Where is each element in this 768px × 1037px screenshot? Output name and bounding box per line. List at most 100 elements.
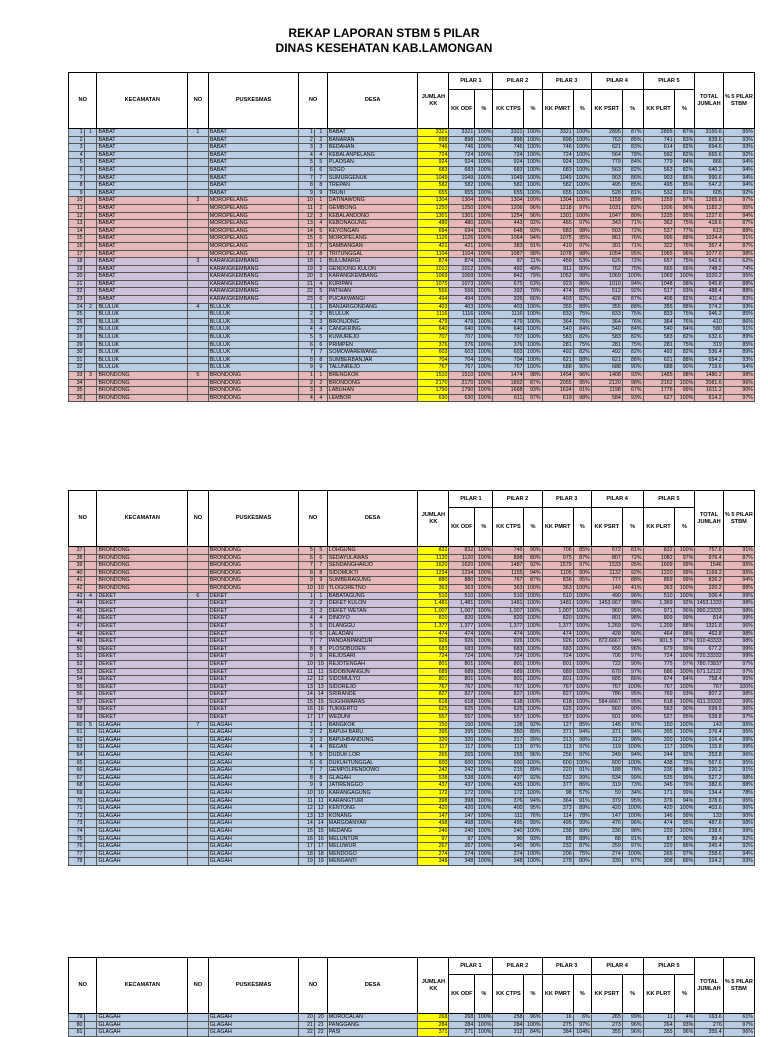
desa-number: 12 [298,211,315,221]
pilar5-pct-cell: 75% [673,310,696,319]
puskesmas-cell: DEKET [207,629,300,639]
row-number: 73 [68,819,85,828]
desa-number: 9 [298,363,315,372]
kk-odf-cell: 1304 [448,196,476,205]
kk-pmrt-cell: 724 [541,652,574,661]
header-puskesmas: PUSKESMAS [207,957,300,1014]
desa-sub-number: 3 [313,317,328,327]
jumlah-kk-cell: 1304 [417,196,450,205]
desa-cell: KONANG [326,811,419,821]
header-pct: % [621,507,644,547]
pilar5-pct-cell: 99% [673,614,696,623]
kk-psrt-cell: 688 [590,363,623,372]
kecamatan-cell: GLAGAH [96,819,189,828]
total-jumlah-cell: 1227.6 [694,211,724,221]
table-row: 28 BLULUK BLULUK 5 5 KUWUREJO 707 707 100% 707 100… [68,333,756,342]
kk-ctps-cell: 392 [492,287,525,297]
header-no: NO [67,957,98,1014]
pilar2-pct-cell: 93% [523,834,543,844]
desa-sub-number: 9 [313,652,328,661]
puskesmas-cell: MOROPELANG [207,234,300,243]
desa-number: 15 [298,234,315,243]
kk-ctps-cell: 497 [492,773,525,783]
puskesmas-number [187,355,209,365]
table-row: 81 GLAGAH GLAGAH 22 22 PASI 371 371 100% 312 84% 38… [68,1028,756,1037]
kk-ctps-cell: 1116 [492,310,525,319]
pilar2-pct-cell: 11% [523,257,543,266]
kk-ctps-cell: 383 [492,241,525,251]
desa-cell: LABUHAN [326,386,419,395]
kecamatan-number [83,713,98,722]
row-number: 51 [68,652,85,661]
pilar1-pct-cell: 100% [474,241,494,251]
pilar4-pct-cell: 86% [621,675,644,684]
desa-number: 22 [298,287,315,297]
pilar5-pct-cell: 98% [673,766,696,775]
pilar2-pct-cell: 91% [523,241,543,251]
kk-ctps-cell: 746 [492,546,525,555]
kecamatan-cell: DEKET [96,621,189,631]
kecamatan-number [83,583,98,593]
kk-odf-cell: 1250 [448,203,476,213]
pilar4-pct-cell: 76% [621,234,644,243]
table-row: 43 4 DEKET 6 DEKET 1 1 BABATAGUNG 510 510 100% 510 1… [68,591,756,601]
total-jumlah-cell: 487.6 [694,819,724,828]
puskesmas-cell: GLAGAH [207,758,300,768]
kk-odf-cell: 421 [448,241,476,251]
pilar4-pct-cell: 88% [621,302,644,312]
total-jumlah-cell: 990.23333 [694,606,724,616]
pilar5-pct-cell: 100% [673,667,696,677]
pilar4-pct-cell: 72% [621,257,644,266]
jumlah-kk-cell: 556 [417,287,450,297]
pilar3-pct-cell: 100% [572,637,592,646]
header-no: NO [67,490,98,547]
pct-5pilar-cell: 96% [722,621,756,631]
kk-pmrt-cell: 557 [541,713,574,722]
kk-ctps-cell: 675 [492,279,525,289]
kk-ctps-cell: 348 [492,857,525,866]
kk-ctps-cell: 510 [492,591,525,601]
jumlah-kk-cell: 117 [417,743,450,753]
kk-pmrt-cell: 801 [541,659,574,669]
pilar3-pct-cell: 96% [572,371,592,380]
pilar2-pct-cell: 100% [523,333,543,342]
kk-psrt-cell: 88 [590,834,623,844]
puskesmas-cell: GLAGAH [207,857,300,866]
row-number: 67 [68,773,85,783]
pilar3-pct-cell: 75% [572,310,592,319]
pct-5pilar-cell: 93% [722,857,756,866]
desa-cell: BLULUK [326,310,419,319]
desa-sub-number: 8 [313,355,328,365]
table-row: 39 BRONDONG BRONDONG 7 7 SENDANGHARJO 1620 1620… [68,561,756,570]
table-row: 59 DEKET DEKET 17 17 WEDUNI 557 557 100% 557 100% 5… [68,713,756,722]
desa-number: 4 [298,614,315,623]
kk-plrt-cell: 621 [642,355,675,365]
pct-5pilar-cell: 93% [722,143,756,152]
kk-plrt-cell: 901.5 [642,637,675,646]
kecamatan-cell: DEKET [96,591,189,601]
puskesmas-number [187,826,209,836]
pilar4-pct-cell: 90% [621,705,644,715]
pilar5-pct-cell: 100% [673,393,696,403]
kk-pmrt-cell: 923 [541,279,574,289]
header-jumlah-kk: JUMLAH KK [417,957,450,1014]
kk-plrt-cell: 244 [642,751,675,760]
row-number: 8 [68,181,85,190]
kecamatan-cell: BLULUK [96,302,189,312]
kk-psrt-cell: 147 [590,811,623,821]
pilar4-pct-cell: 87% [621,295,644,304]
jumlah-kk-cell: 172 [417,789,450,798]
jumlah-kk-cell: 1012 [417,264,450,274]
kk-odf-cell: 898 [448,135,476,145]
desa-number: 7 [298,637,315,646]
puskesmas-number [187,652,209,661]
total-jumlah-cell: 316.4 [694,735,724,745]
table-row: 32 BLULUK BLULUK 9 9 TALUNREJO 767 767 100% 767 10… [68,363,756,372]
kk-odf-cell: 474 [448,629,476,639]
row-number: 14 [68,226,85,236]
puskesmas-number [187,325,209,335]
kk-pmrt-cell: 465 [541,219,574,228]
total-jumlah-cell: 143 [694,720,724,730]
pct-5pilar-cell: 98% [722,773,756,783]
pilar1-pct-cell: 100% [474,614,494,623]
